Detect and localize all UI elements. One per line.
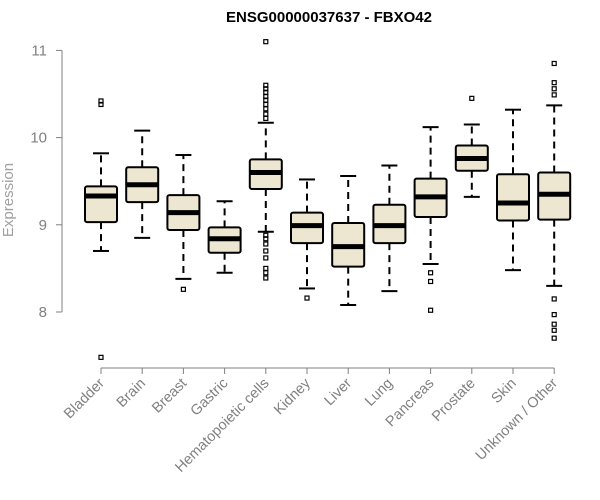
x-tick-label: Brain (114, 376, 149, 411)
outlier-point (263, 111, 269, 117)
x-tick-label: Skin (489, 376, 520, 407)
outlier-point (551, 86, 557, 92)
outlier-point (263, 236, 269, 242)
outlier-point (551, 327, 557, 333)
outlier-point (263, 275, 269, 281)
outlier-point (551, 335, 557, 341)
x-tick-label: Breast (149, 376, 190, 417)
outlier-point (551, 321, 557, 327)
box-group (125, 129, 160, 239)
box-group (496, 108, 530, 272)
x-tick-label: Kidney (271, 375, 314, 418)
outlier-point (551, 92, 557, 98)
y-tick-label: 10 (30, 130, 47, 147)
outlier-point (263, 265, 269, 271)
outlier-point (98, 354, 104, 360)
chart-title: ENSG00000037637 - FBXO42 (226, 9, 432, 26)
outlier-point (263, 255, 269, 261)
box-group (84, 98, 118, 360)
y-axis: 8 9 10 11 (30, 42, 63, 321)
outlier-point (263, 97, 269, 103)
outlier-point (469, 95, 475, 101)
outlier-point (428, 270, 434, 276)
outlier-point (263, 248, 269, 254)
outlier-point (551, 80, 557, 86)
y-tick-label: 9 (39, 217, 47, 234)
outlier-point (263, 115, 269, 122)
x-tick-label: Prostate (429, 376, 478, 425)
outlier-point (263, 241, 269, 247)
outlier-point (263, 270, 269, 276)
outlier-point (551, 60, 557, 67)
y-tick-label: 8 (39, 304, 47, 321)
outlier-point (304, 295, 310, 301)
box-group (166, 154, 201, 292)
box-group (372, 164, 407, 293)
iqr-box (496, 173, 530, 222)
outlier-point (263, 89, 269, 95)
x-tick-label: Lung (362, 376, 396, 410)
outlier-point (551, 312, 557, 318)
y-axis-title: Expression (0, 163, 17, 237)
x-tick-label: Bladder (61, 375, 108, 422)
box-group (454, 95, 489, 198)
box-group (207, 200, 242, 274)
box-group (537, 60, 572, 341)
outlier-point (428, 307, 434, 313)
box-group (290, 178, 324, 301)
outlier-point (263, 101, 269, 108)
box-group (331, 174, 366, 307)
x-tick-label: Liver (321, 375, 355, 409)
outlier-point (551, 296, 557, 302)
outlier-point (263, 106, 269, 112)
outlier-point (180, 286, 186, 292)
y-tick-label: 11 (31, 42, 47, 59)
boxes-layer (84, 39, 572, 360)
outlier-point (263, 39, 269, 45)
outlier-point (98, 98, 104, 104)
iqr-box (84, 185, 118, 224)
box-group (413, 126, 448, 313)
box-group (248, 39, 283, 281)
outlier-point (428, 278, 434, 285)
